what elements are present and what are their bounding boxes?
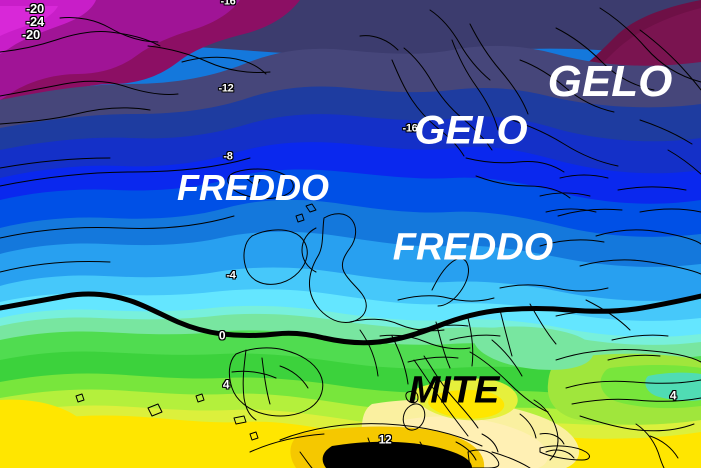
annotation-freddo-central-europe: FREDDO bbox=[392, 226, 554, 269]
isoline-label--12: -12 bbox=[218, 82, 234, 95]
annotation-gelo-northeast: GELO bbox=[547, 57, 673, 106]
isoline-label--16-scandinavia: -16 bbox=[402, 122, 418, 135]
isoline-label-4-turkey: 4 bbox=[669, 388, 677, 403]
isoline-label-4-iberia: 4 bbox=[222, 377, 230, 392]
isoline-label--16-top: -16 bbox=[220, 0, 236, 8]
isoline-label--8: -8 bbox=[223, 150, 233, 163]
isoline-label--4: -4 bbox=[226, 269, 236, 282]
isoline-label-0: 0 bbox=[218, 328, 226, 343]
annotation-mite-mediterranean: MITE bbox=[408, 369, 500, 412]
isoline-corner-v2: -24 bbox=[26, 14, 44, 29]
isoline-corner-v1: -20 bbox=[26, 1, 44, 16]
isoline-corner-v3: -20 bbox=[22, 27, 40, 42]
annotation-freddo-atlantic: FREDDO bbox=[177, 167, 329, 208]
isoline-label-12: 12 bbox=[378, 432, 392, 447]
annotation-gelo-scandinavia: GELO bbox=[414, 108, 528, 153]
isoline-label-corner: -20 -24 -20 bbox=[22, 1, 44, 41]
